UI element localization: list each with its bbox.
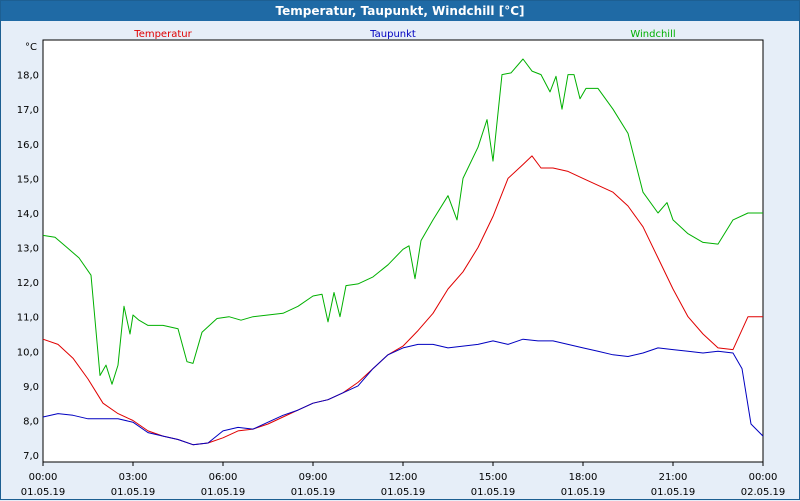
y-axis-unit-label: °C	[25, 42, 37, 53]
y-tick-label: 12,0	[17, 278, 39, 289]
y-tick-label: 7,0	[23, 451, 39, 462]
axes	[42, 39, 764, 466]
legend-label-taupunkt: Taupunkt	[369, 29, 416, 40]
y-tick-label: 16,0	[17, 140, 39, 151]
series-line-taupunkt	[42, 338, 764, 446]
x-tick-label-time: 09:00	[299, 472, 328, 483]
x-tick-label-time: 00:00	[749, 472, 778, 483]
legend: Temperatur Taupunkt Windchill	[133, 29, 675, 40]
x-tick-label-time: 21:00	[659, 472, 688, 483]
chart-title: Temperatur, Taupunkt, Windchill [°C]	[1, 1, 799, 21]
x-tick-label-date: 01.05.19	[561, 487, 606, 498]
x-tick-label-date: 02.05.19	[741, 487, 786, 498]
y-tick-label: 14,0	[17, 209, 39, 220]
tick-labels: 7,0 8,0 9,0 10,0 11,0 12,0 13,0 14,0 15,0 16,0 17,…	[17, 42, 786, 498]
x-tick-label-date: 01.05.19	[111, 487, 156, 498]
y-tick-label: 18,0	[17, 71, 39, 82]
x-tick-label-date: 01.05.19	[471, 487, 516, 498]
x-tick-label-date: 01.05.19	[381, 487, 426, 498]
x-tick-label-date: 01.05.19	[651, 487, 696, 498]
x-tick-label-time: 12:00	[389, 472, 418, 483]
x-tick-label-date: 01.05.19	[21, 487, 66, 498]
legend-label-windchill: Windchill	[630, 29, 675, 40]
y-tick-label: 11,0	[17, 313, 39, 324]
x-tick-label-time: 15:00	[479, 472, 508, 483]
y-tick-label: 10,0	[17, 347, 39, 358]
x-tick-label-time: 06:00	[209, 472, 238, 483]
plot-area	[42, 39, 764, 463]
y-tick-label: 17,0	[17, 105, 39, 116]
y-tick-label: 9,0	[23, 382, 39, 393]
series-line-windchill	[42, 58, 763, 385]
series-lines	[42, 58, 764, 446]
legend-label-temperatur: Temperatur	[133, 29, 192, 40]
x-tick-label-date: 01.05.19	[201, 487, 246, 498]
x-tick-label-date: 01.05.19	[291, 487, 336, 498]
x-tick-label-time: 00:00	[29, 472, 58, 483]
x-tick-label-time: 18:00	[569, 472, 598, 483]
x-tick-label-time: 03:00	[119, 472, 148, 483]
y-tick-label: 13,0	[17, 244, 39, 255]
y-tick-label: 8,0	[23, 416, 39, 427]
y-tick-label: 15,0	[17, 174, 39, 185]
